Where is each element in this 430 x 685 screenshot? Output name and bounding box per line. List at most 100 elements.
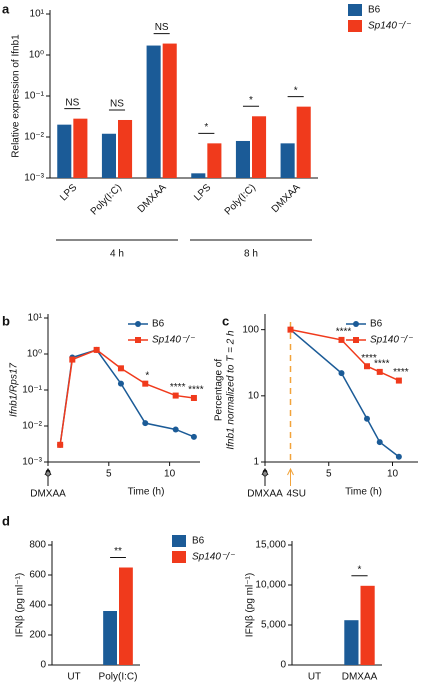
point	[142, 420, 149, 427]
x-tick-label: Poly(I:C)	[89, 182, 124, 217]
point	[142, 380, 149, 387]
legend-label: Sp140⁻/⁻	[368, 21, 411, 32]
legend-label: Sp140⁻/⁻	[370, 335, 413, 346]
y-tick-label: 10⁻²	[24, 132, 44, 143]
point	[338, 370, 345, 377]
y-axis-label: IFNβ (pg ml⁻¹)	[15, 573, 26, 637]
x-tick-label: UT	[67, 672, 80, 683]
bar	[235, 140, 250, 178]
y-axis-label: Relative expression of Ifnb1	[11, 34, 22, 158]
significance: ****	[374, 359, 390, 370]
group-label: 8 h	[244, 249, 258, 260]
y-tick-label: 200	[29, 630, 46, 641]
group-label: 4 h	[110, 249, 124, 260]
significance: NS	[155, 22, 169, 33]
y-tick-label: 10⁻¹	[24, 91, 44, 102]
point	[69, 356, 76, 363]
bar	[360, 585, 375, 665]
point	[338, 336, 345, 343]
point	[117, 365, 124, 372]
point	[395, 453, 402, 460]
significance: ****	[170, 382, 186, 393]
legend-swatch	[348, 4, 362, 16]
point	[190, 394, 197, 401]
panel-label: c	[222, 313, 229, 328]
bar	[73, 118, 88, 178]
x-tick-label: Poly(I:C)	[99, 672, 138, 683]
bar	[280, 143, 295, 178]
marker-label: DMXAA	[30, 489, 66, 500]
x-axis-label: Time (h)	[345, 487, 382, 498]
legend-label: B6	[192, 536, 205, 547]
marker-label: 4SU	[287, 489, 306, 500]
legend-swatch	[172, 551, 186, 563]
legend-marker	[353, 337, 359, 343]
bar	[119, 567, 133, 665]
legend-label: Sp140⁻/⁻	[152, 335, 195, 346]
bar	[118, 119, 133, 178]
bar	[207, 143, 222, 178]
marker-label: DMXAA	[247, 489, 283, 500]
legend-label: Sp140⁻/⁻	[192, 552, 235, 563]
y-tick-label: 5,000	[261, 620, 286, 631]
x-tick-label: 10	[387, 469, 399, 480]
y-tick-label: 400	[29, 600, 46, 611]
y-tick-label: 0	[280, 660, 286, 671]
legend-swatch	[172, 535, 186, 547]
significance: *	[294, 85, 298, 96]
marker-arrow	[44, 467, 52, 486]
significance: NS	[65, 97, 79, 108]
y-tick-label: 10¹	[28, 313, 43, 324]
legend-label: B6	[152, 319, 165, 330]
marker-arrow	[261, 467, 269, 486]
y-tick-label: 10,000	[255, 580, 286, 591]
legend-label: B6	[370, 319, 383, 330]
significance: NS	[110, 99, 124, 110]
bar	[146, 45, 161, 179]
x-tick-label: DMXAA	[136, 182, 169, 215]
point	[364, 415, 370, 422]
x-axis-label: Time (h)	[128, 487, 165, 498]
significance: ****	[393, 367, 409, 378]
y-tick-label: 10⁰	[27, 349, 42, 360]
point	[172, 426, 179, 433]
point	[376, 368, 383, 375]
significance: *	[204, 122, 208, 133]
bar	[296, 106, 311, 178]
legend-marker	[135, 337, 141, 343]
point	[287, 326, 294, 333]
y-tick-label: 10¹	[30, 9, 45, 20]
bar	[252, 116, 267, 178]
y-tick-label: 600	[29, 570, 46, 581]
y-tick-label: 1	[253, 457, 259, 468]
panel-label: d	[2, 513, 10, 528]
bar	[191, 173, 206, 178]
significance: ****	[361, 353, 377, 364]
y-axis-label: IFNβ (pg ml⁻¹)	[245, 573, 256, 637]
y-tick-label: 100	[242, 324, 259, 335]
y-tick-label: 10⁻²	[22, 421, 42, 432]
y-tick-label: 10⁰	[29, 50, 44, 61]
x-tick-label: 5	[106, 469, 112, 480]
x-tick-label: 5	[326, 469, 332, 480]
panel-label: a	[2, 1, 10, 16]
y-tick-label: 0	[40, 660, 46, 671]
x-tick-label: DMXAA	[342, 672, 378, 683]
panel-label: b	[2, 313, 10, 328]
y-tick-label: 15,000	[255, 540, 286, 551]
x-tick-label: LPS	[192, 182, 213, 203]
x-tick-label: DMXAA	[270, 182, 303, 215]
point	[376, 439, 383, 446]
x-tick-label: Poly(I:C)	[223, 182, 258, 217]
significance: **	[114, 546, 122, 557]
point	[395, 377, 402, 384]
legend-marker	[353, 321, 359, 327]
y-axis-label: Ifnb1/Rps17	[9, 363, 20, 417]
point	[190, 433, 197, 440]
point	[117, 380, 124, 387]
point	[364, 363, 370, 370]
bar	[103, 611, 117, 665]
marker-arrow	[287, 467, 294, 486]
y-tick-label: 10	[248, 390, 260, 401]
